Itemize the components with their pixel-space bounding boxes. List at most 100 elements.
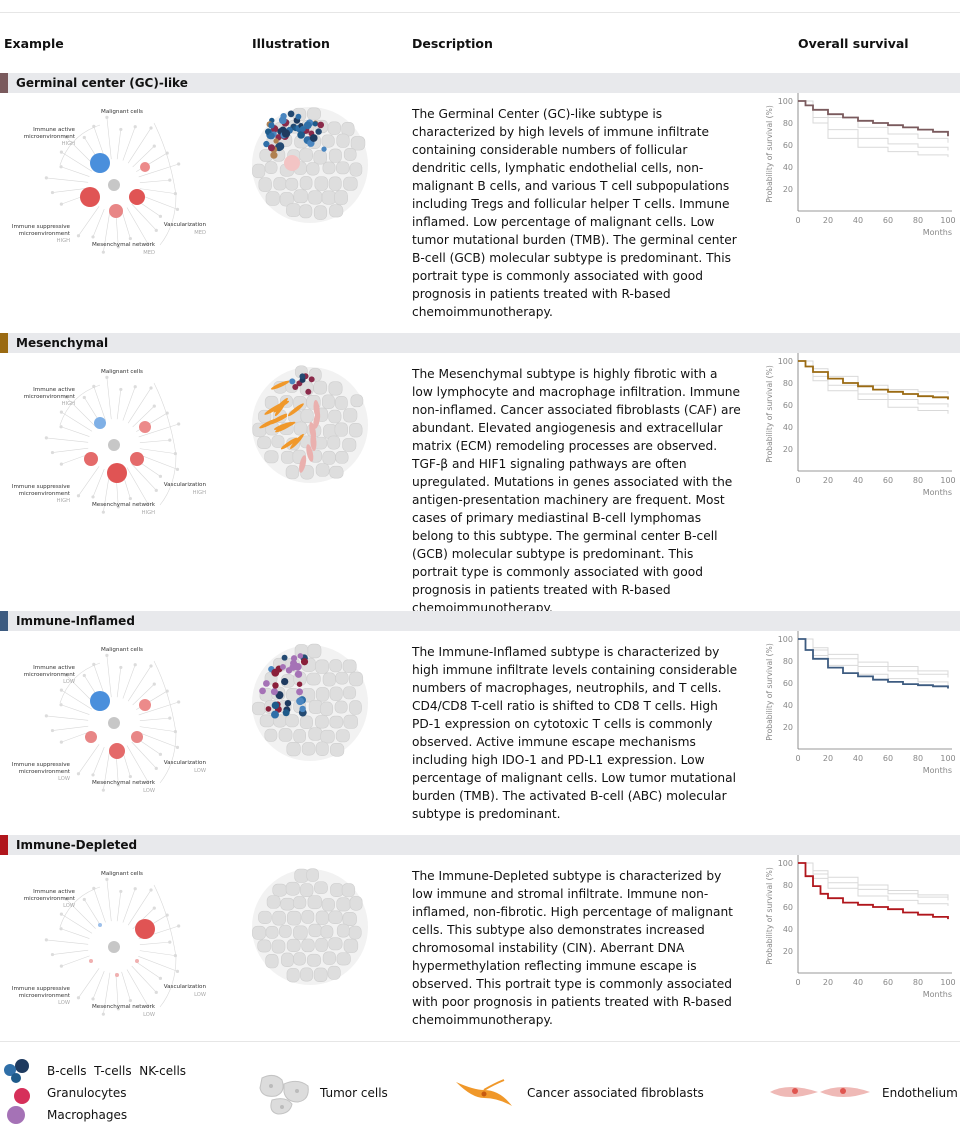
survival-curve-highlight <box>798 862 949 920</box>
label-malignant-cells: Malignant cells <box>101 647 143 653</box>
section-title: Germinal center (GC)-like <box>16 76 188 90</box>
malignant-cells-bubble <box>139 421 151 433</box>
immune-active-bubble <box>90 691 110 711</box>
level-immune-active: LOW <box>63 903 75 909</box>
vascularization-bubble <box>130 452 144 466</box>
immune-cells-legend-icon <box>4 1059 30 1124</box>
legend-b-cells: B-cells <box>47 1064 87 1078</box>
level-mesenchymal-network: MED <box>143 250 155 256</box>
section-color-swatch <box>0 73 8 93</box>
label-immune-suppressive: Immune suppressive <box>12 986 71 992</box>
dendrogram-lines <box>44 653 181 792</box>
survival-curve-highlight <box>798 638 949 689</box>
survival-curve-reference <box>798 360 949 414</box>
x-tick-label: 20 <box>823 476 833 485</box>
vascularization-bubble <box>131 731 143 743</box>
label-immune-active: Immune active <box>33 127 75 133</box>
x-tick-label: 60 <box>883 978 893 987</box>
column-header-example: Example <box>4 36 64 51</box>
x-tick-label: 80 <box>913 216 923 225</box>
x-tick-label: 0 <box>795 476 800 485</box>
y-tick-label: 100 <box>778 859 793 868</box>
tissue-illustration <box>252 365 368 483</box>
survival-curve-reference <box>798 862 949 906</box>
column-header-survival: Overall survival <box>798 36 909 51</box>
y-tick-label: 20 <box>783 723 793 732</box>
survival-chart: 100 80 60 40 20 0 20 40 60 80 100 Months Probability… <box>765 353 956 497</box>
center-node <box>108 179 120 191</box>
level-mesenchymal-network: LOW <box>143 788 155 794</box>
survival-curve-reference <box>798 100 949 158</box>
label-immune-active: Immune active <box>33 387 75 393</box>
y-tick-label: 100 <box>778 357 793 366</box>
label-malignant-cells: Malignant cells <box>101 369 143 375</box>
immune-active-bubble <box>98 923 102 927</box>
label-immune-suppressive-2: microenvironment <box>19 769 71 775</box>
label-immune-active-2: microenvironment <box>24 896 76 902</box>
tissue-illustration <box>252 868 368 985</box>
level-immune-active: LOW <box>63 679 75 685</box>
survival-curve-reference <box>798 100 949 151</box>
y-tick-label: 60 <box>783 141 793 150</box>
immune-cells <box>289 373 315 395</box>
label-immune-active: Immune active <box>33 665 75 671</box>
x-tick-label: 20 <box>823 754 833 763</box>
section-description: The Mesenchymal subtype is highly fibrot… <box>412 367 741 615</box>
x-tick-label: 80 <box>913 754 923 763</box>
column-header-description: Description <box>412 36 493 51</box>
section-header-bar <box>0 73 960 93</box>
malignant-cells-bubble <box>140 162 150 172</box>
x-tick-label: 0 <box>795 216 800 225</box>
section-title: Immune-Inflamed <box>16 614 135 628</box>
legend-nk-cells: NK-cells <box>139 1064 187 1078</box>
level-vascularization: LOW <box>194 992 206 998</box>
x-tick-label: 80 <box>913 476 923 485</box>
label-immune-suppressive: Immune suppressive <box>12 484 71 490</box>
dendrogram-lines <box>44 877 181 1016</box>
section-color-swatch <box>0 611 8 631</box>
section-header-bar <box>0 835 960 855</box>
x-tick-label: 100 <box>940 216 955 225</box>
y-tick-label: 100 <box>778 635 793 644</box>
x-tick-label: 60 <box>883 476 893 485</box>
x-tick-label: 80 <box>913 978 923 987</box>
tumor-cells-legend-icon <box>259 1074 309 1115</box>
label-immune-active-2: microenvironment <box>24 394 76 400</box>
x-tick-label: 40 <box>853 216 863 225</box>
label-immune-suppressive: Immune suppressive <box>12 224 71 230</box>
immune-active-bubble <box>94 417 106 429</box>
y-axis-label: Probability of survival (%) <box>765 643 774 741</box>
y-tick-label: 100 <box>778 97 793 106</box>
y-tick-label: 80 <box>783 657 793 666</box>
column-header-illustration: Illustration <box>252 36 330 51</box>
section-color-swatch <box>0 333 8 353</box>
x-tick-label: 60 <box>883 754 893 763</box>
fibroblasts <box>259 380 304 450</box>
immune-suppressive-bubble <box>84 452 98 466</box>
mesenchymal-bubble <box>115 973 119 977</box>
label-immune-suppressive-2: microenvironment <box>19 231 71 237</box>
x-axis-label: Months <box>923 228 952 237</box>
level-immune-suppressive: LOW <box>58 776 70 782</box>
y-tick-label: 60 <box>783 679 793 688</box>
malignant-cells-bubble <box>139 699 151 711</box>
y-tick-label: 20 <box>783 185 793 194</box>
survival-curve-reference <box>798 638 949 676</box>
y-tick-label: 80 <box>783 119 793 128</box>
level-immune-suppressive: LOW <box>58 1000 70 1006</box>
x-tick-label: 40 <box>853 476 863 485</box>
mesenchymal-bubble <box>109 204 123 218</box>
x-tick-label: 20 <box>823 216 833 225</box>
level-mesenchymal-network: LOW <box>143 1012 155 1018</box>
legend-fibroblasts: Cancer associated fibroblasts <box>527 1086 704 1100</box>
label-immune-suppressive-2: microenvironment <box>19 993 71 999</box>
immune-suppressive-bubble <box>89 959 93 963</box>
dendrogram-lines <box>44 375 181 514</box>
legend-macrophages: Macrophages <box>47 1108 128 1122</box>
level-immune-active: HIGH <box>62 401 75 407</box>
x-tick-label: 0 <box>795 754 800 763</box>
y-tick-label: 40 <box>783 163 793 172</box>
survival-chart: 100 80 60 40 20 0 20 40 60 80 100 Months Probability… <box>765 93 956 237</box>
immune-cells <box>263 110 327 171</box>
